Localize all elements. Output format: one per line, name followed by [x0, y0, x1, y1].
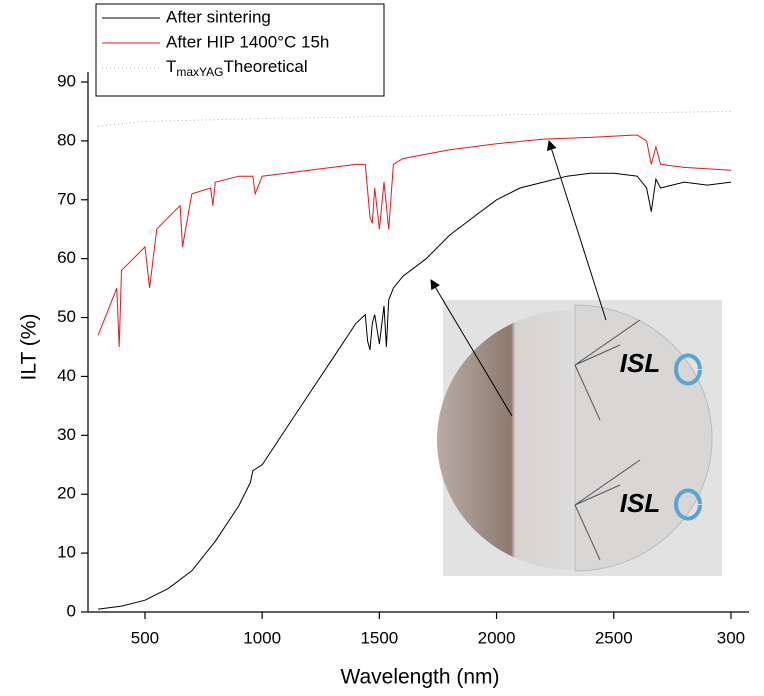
legend-label: After HIP 1400°C 15h: [166, 32, 329, 51]
series-line: [97, 134, 732, 348]
x-tick-label: 300: [717, 628, 745, 647]
x-tick-label: 2000: [478, 628, 516, 647]
legend-label-part: Theoretical: [224, 57, 308, 76]
legend-label-part: T: [166, 57, 176, 76]
x-tick-label: 500: [131, 628, 159, 647]
y-tick-label: 50: [57, 307, 76, 326]
y-tick-label: 90: [57, 71, 76, 90]
arrow: [546, 140, 607, 321]
x-tick-label: 1500: [360, 628, 398, 647]
legend-box: [95, 3, 385, 97]
arrow: [430, 279, 513, 417]
y-tick-label: 20: [57, 484, 76, 503]
legend-label: After sintering: [166, 7, 271, 26]
y-tick-label: 80: [57, 130, 76, 149]
x-axis-label: Wavelength (nm): [340, 666, 499, 689]
legend-label-sub: maxYAG: [176, 65, 223, 79]
y-tick-label: 70: [57, 189, 76, 208]
inset-label: ISL: [620, 348, 660, 378]
y-tick-label: 0: [67, 601, 76, 620]
inset-photo: ISL ISL: [437, 300, 722, 576]
x-tick-label: 1000: [243, 628, 281, 647]
series-line: [98, 110, 732, 127]
y-tick-label: 40: [57, 366, 76, 385]
x-tick-label: 2500: [595, 628, 633, 647]
y-axis-label: ILT (%): [18, 314, 41, 381]
inset-label: ISL: [620, 488, 660, 518]
y-tick-label: 30: [57, 425, 76, 444]
series-line: [98, 172, 732, 610]
y-tick-label: 60: [57, 248, 76, 267]
legend-label: TmaxYAGTheoretical: [166, 57, 308, 79]
y-tick-label: 10: [57, 543, 76, 562]
